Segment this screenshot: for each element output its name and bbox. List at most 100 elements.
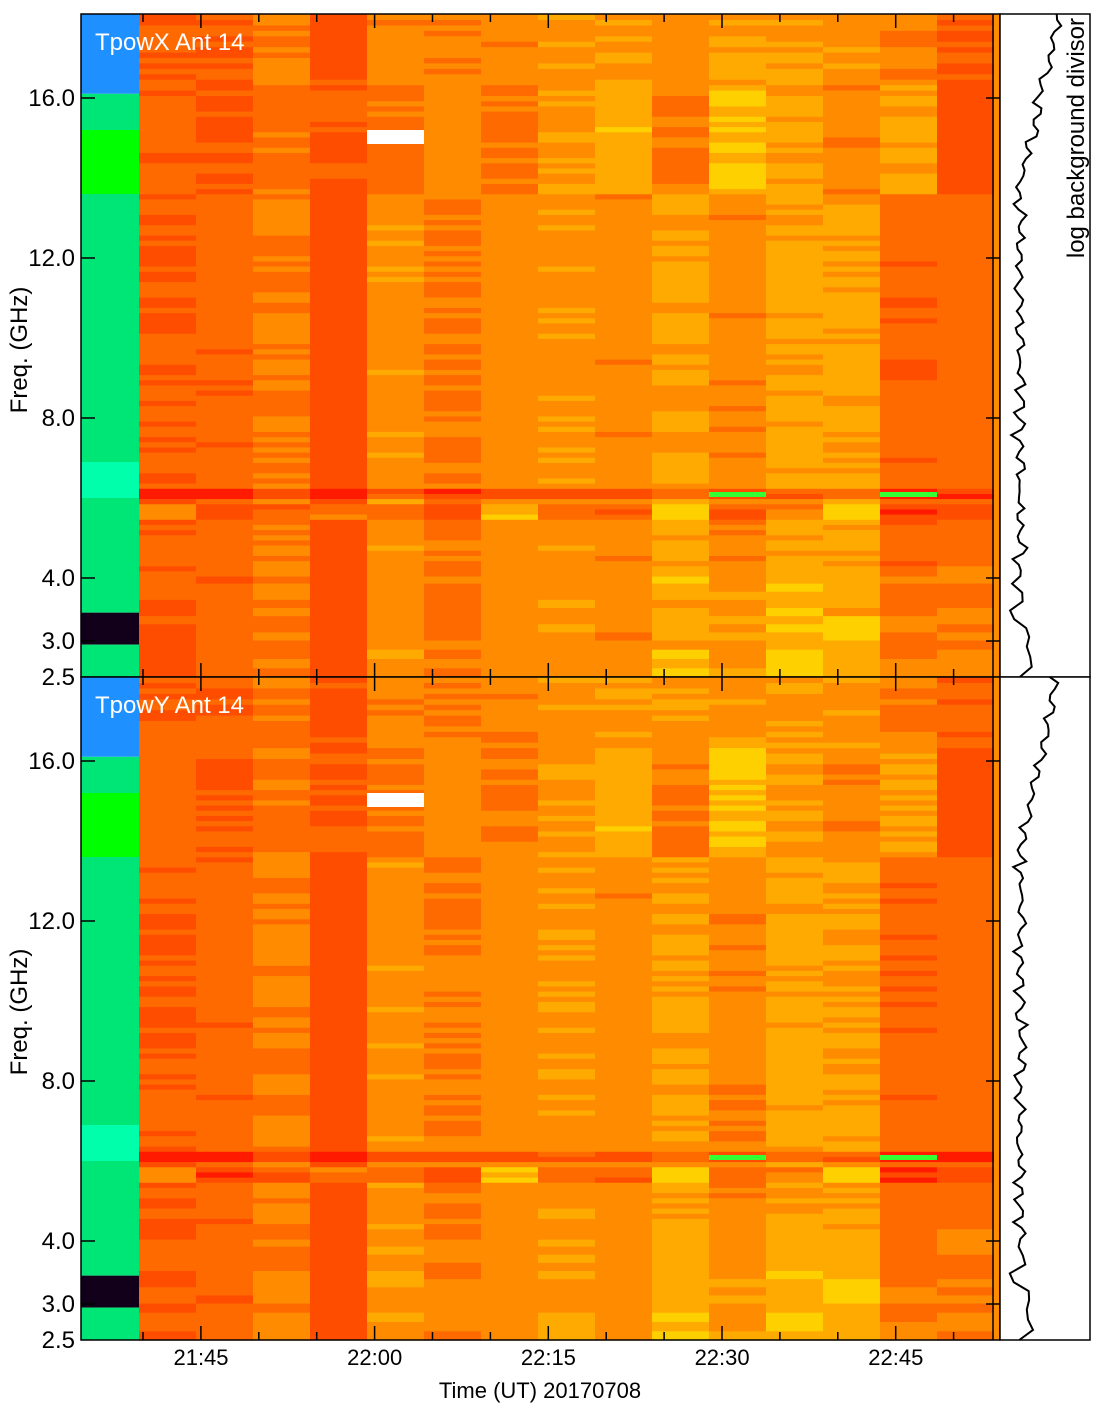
- heatmap-cell: [766, 939, 824, 946]
- heatmap-cell: [766, 1177, 824, 1183]
- heatmap-cell: [709, 446, 767, 453]
- heatmap-cell: [424, 631, 482, 641]
- heatmap-cell: [538, 317, 596, 324]
- heatmap-cell: [253, 565, 311, 572]
- heatmap-cell: [880, 415, 938, 422]
- heatmap-cell: [481, 1182, 539, 1188]
- heatmap-cell: [652, 209, 710, 215]
- heatmap-cell: [253, 534, 311, 541]
- heatmap-cell: [367, 291, 425, 298]
- heatmap-cell: [310, 1278, 368, 1288]
- heatmap-cell: [538, 1130, 596, 1137]
- heatmap-cell: [709, 374, 767, 381]
- heatmap-cell: [196, 498, 254, 505]
- heatmap-cell: [709, 570, 767, 577]
- heatmap-cell: [937, 570, 995, 577]
- heatmap-cell: [481, 312, 539, 319]
- heatmap-cell: [880, 116, 938, 122]
- heatmap-cell: [139, 24, 197, 31]
- heatmap-cell: [310, 126, 368, 133]
- heatmap-cell: [139, 1063, 197, 1070]
- heatmap-cell: [823, 209, 881, 215]
- heatmap-cell: [367, 763, 425, 770]
- heatmap-cell: [766, 856, 824, 863]
- heatmap-cell: [253, 477, 311, 484]
- heatmap-cell: [424, 359, 482, 365]
- heatmap-cell: [310, 954, 368, 961]
- heatmap-cell: [709, 789, 767, 796]
- heatmap-cell: [766, 1278, 824, 1288]
- heatmap-cell: [139, 1233, 197, 1240]
- heatmap-cell: [766, 436, 824, 443]
- heatmap-cell: [367, 328, 425, 334]
- heatmap-cell: [823, 1084, 881, 1090]
- heatmap-cell: [424, 892, 482, 899]
- heatmap-cell: [709, 534, 767, 541]
- heatmap-cell: [823, 322, 881, 329]
- heatmap-cell: [595, 615, 653, 625]
- heatmap-cell: [652, 570, 710, 577]
- heatmap-cell: [196, 286, 254, 293]
- heatmap-cell: [880, 1053, 938, 1059]
- heatmap-cell: [937, 136, 995, 143]
- heatmap-cell: [367, 1063, 425, 1070]
- heatmap-cell: [139, 779, 197, 785]
- heatmap-cell: [595, 1001, 653, 1008]
- heatmap-cell: [253, 400, 311, 407]
- heatmap-cell: [766, 923, 824, 930]
- heatmap-cell: [766, 328, 824, 334]
- heatmap-cell: [538, 877, 596, 884]
- flag-band: [880, 1155, 937, 1160]
- heatmap-cell: [253, 545, 311, 551]
- heatmap-cell: [139, 758, 197, 765]
- heatmap-cell: [139, 550, 197, 556]
- heatmap-cell: [880, 903, 938, 909]
- heatmap-cell: [652, 68, 710, 75]
- heatmap-cell: [880, 687, 938, 694]
- heatmap-cell: [595, 250, 653, 257]
- heatmap-cell: [139, 960, 197, 966]
- heatmap-cell: [880, 794, 938, 801]
- heatmap-cell: [367, 188, 425, 195]
- heatmap-cell: [709, 426, 767, 432]
- heatmap-cell: [709, 784, 767, 791]
- heatmap-cell: [880, 731, 938, 738]
- heatmap-cell: [709, 116, 767, 122]
- heatmap-cell: [880, 815, 938, 822]
- heatmap-cell: [481, 810, 539, 816]
- heatmap-cell: [880, 1262, 938, 1271]
- heatmap-cell: [937, 714, 995, 721]
- heatmap-cell: [652, 51, 710, 58]
- heatmap-cell: [766, 488, 824, 494]
- heatmap-cell: [880, 649, 938, 659]
- heatmap-cell: [424, 116, 482, 122]
- heatmap-cell: [709, 736, 767, 743]
- heatmap-cell: [937, 1135, 995, 1142]
- heatmap-cell: [481, 1177, 539, 1183]
- heatmap-cell: [310, 1239, 368, 1247]
- heatmap-cell: [538, 1078, 596, 1085]
- heatmap-cell: [367, 488, 425, 494]
- heatmap-cell: [196, 774, 254, 780]
- heatmap-cell: [367, 84, 425, 91]
- heatmap-cell: [652, 867, 710, 873]
- heatmap-cell: [709, 560, 767, 567]
- heatmap-cell: [424, 794, 482, 801]
- heatmap-cell: [595, 939, 653, 946]
- heatmap-cell: [652, 720, 710, 727]
- heatmap-cell: [880, 996, 938, 1002]
- heatmap-cell: [367, 431, 425, 438]
- heatmap-cell: [253, 1270, 311, 1280]
- heatmap-cell: [253, 1120, 311, 1126]
- heatmap-cell: [766, 322, 824, 329]
- heatmap-cell: [367, 229, 425, 236]
- heatmap-cell: [310, 493, 368, 500]
- heatmap-cell: [481, 1218, 539, 1225]
- heatmap-cell: [823, 514, 881, 520]
- heatmap-cell: [766, 830, 824, 837]
- heatmap-cell: [367, 985, 425, 992]
- heatmap-cell: [139, 307, 197, 314]
- heatmap-cell: [880, 405, 938, 412]
- heatmap-cell: [595, 1125, 653, 1132]
- heatmap-cell: [880, 709, 938, 716]
